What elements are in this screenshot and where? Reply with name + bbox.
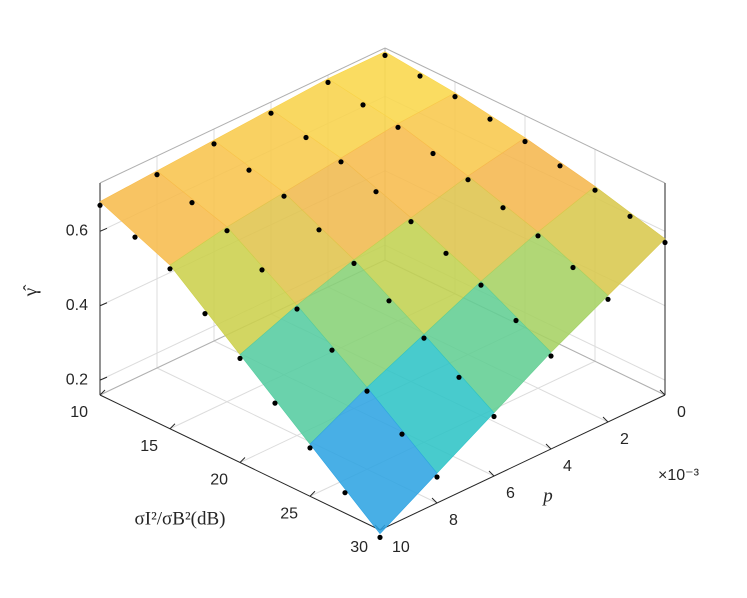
x-tick [99, 389, 106, 396]
scatter-point [154, 172, 160, 178]
x-axis-label: σI²/σB²(dB) [135, 508, 226, 529]
scatter-point [373, 189, 379, 195]
y-tick-label: 0 [677, 404, 686, 421]
scatter-point [430, 150, 436, 157]
surface-patch [309, 386, 438, 535]
scatter-point [456, 374, 462, 380]
scatter-point [570, 264, 576, 271]
scatter-point [224, 228, 230, 234]
y-tick [602, 416, 609, 423]
surface [99, 51, 666, 535]
scatter-point [268, 110, 274, 116]
z-tick-label: 0.6 [66, 223, 88, 240]
y-tick-label: 8 [449, 512, 458, 529]
y-tick-label: 10 [392, 539, 410, 556]
scatter-point [535, 233, 541, 239]
scatter-point [132, 234, 138, 240]
scatter-point [342, 490, 348, 496]
scatter-point [382, 52, 388, 59]
scatter-point [434, 474, 440, 480]
y-tick-label: 2 [620, 431, 629, 448]
labels: γ̂ σI²/σB²(dB) p ×10⁻³ [20, 285, 699, 530]
scatter-point [443, 250, 449, 256]
y-scale-label: ×10⁻³ [658, 467, 700, 484]
scatter-point [167, 266, 173, 272]
scatter-point [592, 187, 598, 193]
scatter-point [97, 202, 103, 208]
y-tick [488, 470, 495, 477]
scatter-points [97, 52, 668, 541]
x-tick-label: 25 [280, 505, 298, 522]
y-axis [379, 394, 666, 531]
box-edge [99, 47, 386, 184]
scatter-point [605, 296, 611, 302]
scatter-point [377, 534, 383, 541]
scatter-point [557, 163, 563, 169]
x-tick-label: 30 [350, 539, 368, 556]
scatter-point [421, 335, 427, 341]
y-tick [431, 497, 438, 504]
x-tick [239, 457, 246, 463]
scatter-point [408, 219, 414, 225]
scatter-point [281, 193, 287, 199]
y-axis-label: p [541, 485, 553, 506]
scatter-point [478, 282, 484, 288]
scatter-point [189, 200, 195, 206]
scatter-point [465, 177, 471, 183]
scatter-point [395, 124, 401, 130]
scatter-point [417, 73, 423, 79]
scatter-point [338, 159, 344, 165]
scatter-point [452, 94, 458, 100]
scatter-point [662, 239, 668, 246]
scatter-point [399, 431, 405, 437]
scatter-point [351, 260, 357, 266]
x-tick-label: 20 [210, 472, 228, 489]
y-tick [659, 389, 666, 396]
scatter-point [202, 311, 208, 317]
scatter-point [627, 213, 633, 219]
scatter-point [522, 138, 528, 145]
z-axis-label: γ̂ [20, 285, 41, 297]
scatter-point [325, 79, 331, 85]
y-tick-label: 4 [563, 458, 572, 475]
z-tick [99, 227, 108, 232]
scatter-point [364, 388, 370, 394]
scatter-point [487, 116, 493, 122]
z-tick [99, 302, 108, 307]
y-tick-label: 6 [506, 485, 515, 502]
scatter-point [513, 317, 519, 324]
scatter-point [303, 134, 309, 141]
z-tick [99, 376, 108, 381]
scatter-point [386, 298, 392, 304]
x-tick-label: 15 [140, 438, 158, 455]
z-tick-label: 0.4 [66, 297, 88, 314]
scatter-point [272, 400, 278, 406]
x-tick-label: 10 [70, 404, 88, 421]
x-tick [169, 423, 176, 430]
scatter-point [548, 353, 554, 359]
z-tick-label: 0.2 [66, 371, 88, 388]
scatter-point [316, 227, 322, 233]
scatter-point [294, 306, 300, 312]
y-tick [545, 443, 552, 450]
scatter-point [237, 355, 243, 361]
scatter-point [307, 445, 313, 451]
scatter-point [360, 102, 366, 108]
scatter-point [259, 267, 265, 273]
scatter-point [491, 413, 497, 420]
scatter-point [246, 167, 252, 173]
x-tick [309, 490, 316, 497]
scatter-point [329, 347, 335, 353]
scatter-point [211, 141, 217, 147]
box-edge [384, 47, 666, 184]
scatter-point [500, 205, 506, 211]
